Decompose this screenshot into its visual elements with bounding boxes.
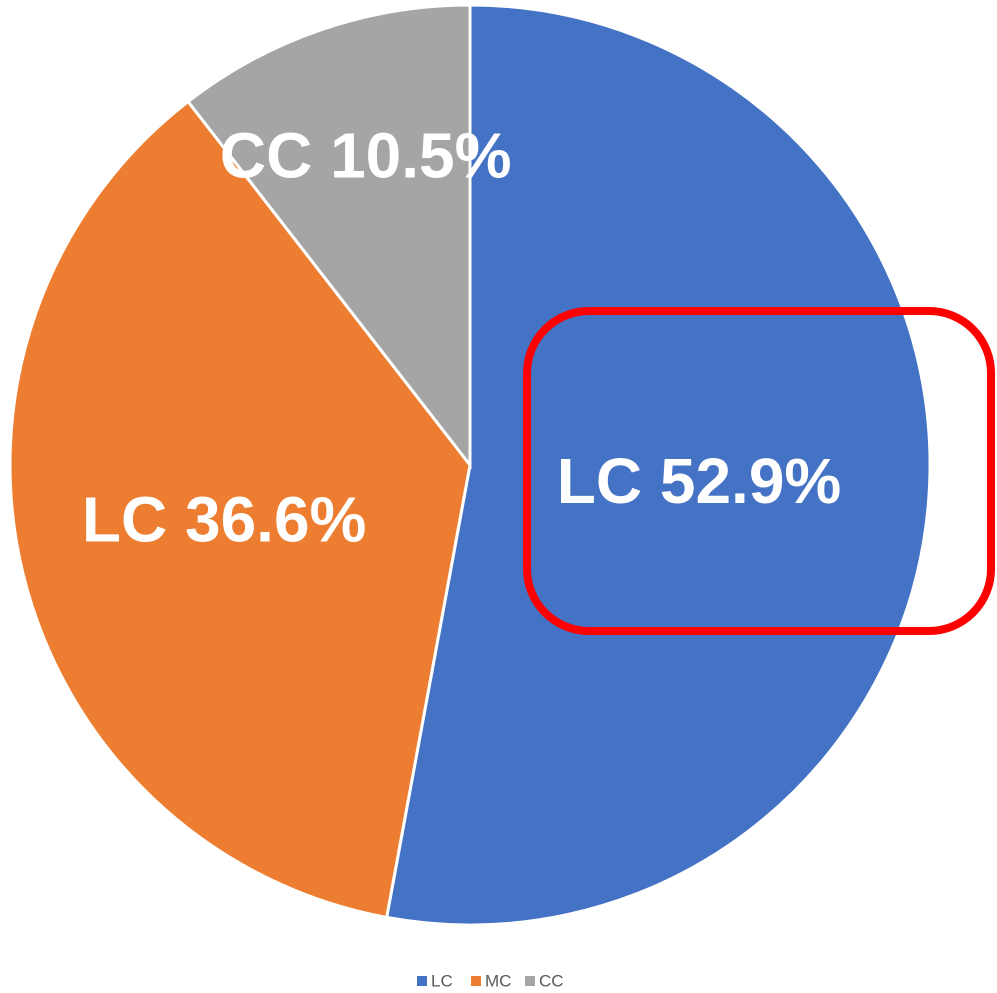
legend-label: MC: [485, 971, 511, 990]
legend-swatch: [417, 976, 427, 986]
pie-slice: [384, 3, 932, 927]
legend-label: LC: [431, 971, 453, 990]
pie-slice: [185, 3, 472, 470]
slices: [8, 3, 932, 927]
data-label: LC 36.6%: [82, 484, 367, 556]
data-label: CC 10.5%: [220, 119, 512, 191]
legend-swatch: [471, 976, 481, 986]
legend-label: CC: [539, 971, 564, 990]
pie-slice: [8, 99, 472, 920]
highlight-box: [523, 307, 995, 635]
legend-swatch: [525, 976, 535, 986]
data-label: LC 52.9%: [557, 445, 842, 517]
legend: LC MC CC: [417, 971, 564, 990]
data-labels: LC 52.9% LC 36.6% CC 10.5%: [82, 119, 841, 555]
